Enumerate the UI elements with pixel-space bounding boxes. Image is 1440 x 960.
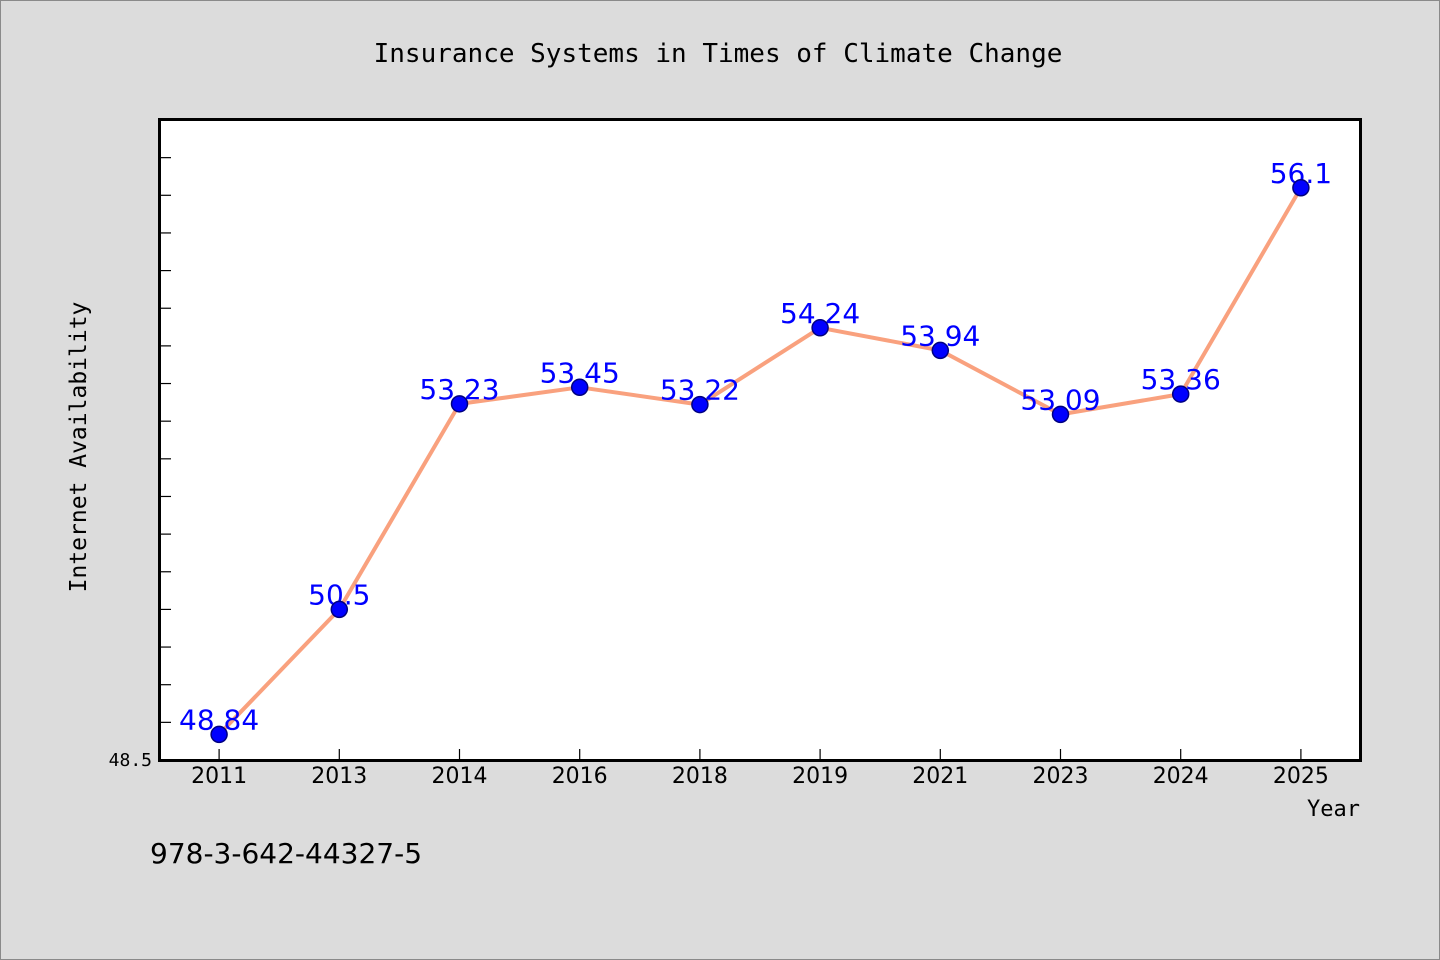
data-point <box>931 341 950 360</box>
chart-title: Insurance Systems in Times of Climate Ch… <box>374 39 1063 69</box>
x-tick-label: 2024 <box>1153 764 1209 789</box>
plot-marks: 48.8450.553.2353.4553.2254.2453.9453.095… <box>159 119 1332 761</box>
isbn-text: 978-3-642-44327-5 <box>150 837 422 870</box>
x-tick-label: 2023 <box>1033 764 1089 789</box>
x-tick-label: 2013 <box>311 764 367 789</box>
x-tick-label: 2021 <box>912 764 968 789</box>
x-axis-label: Year <box>1307 797 1360 822</box>
x-tick-label: 2011 <box>191 764 247 789</box>
x-tick-label: 2025 <box>1273 764 1329 789</box>
plot-frame <box>158 118 1362 762</box>
data-point <box>1292 179 1310 197</box>
axis-tick-labels: 48.5 2011 2013 2014 2016 2018 2019 2021 2023 2024… <box>109 750 1329 789</box>
data-point <box>330 600 349 619</box>
data-point <box>1171 385 1190 403</box>
data-point <box>450 395 469 413</box>
x-tick-label: 2019 <box>792 764 848 789</box>
data-point <box>570 378 589 397</box>
data-point <box>811 319 829 337</box>
y-tick-label: 48.5 <box>109 750 152 771</box>
x-tick-label: 2014 <box>432 764 488 789</box>
series-line <box>217 185 1303 737</box>
data-point <box>1051 405 1070 424</box>
y-axis-label: Internet Availability <box>66 302 92 593</box>
x-tick-label: 2016 <box>552 764 608 789</box>
plot-background <box>159 119 1361 761</box>
data-point <box>210 725 228 744</box>
data-point <box>691 395 709 414</box>
x-tick-label: 2018 <box>672 764 728 789</box>
